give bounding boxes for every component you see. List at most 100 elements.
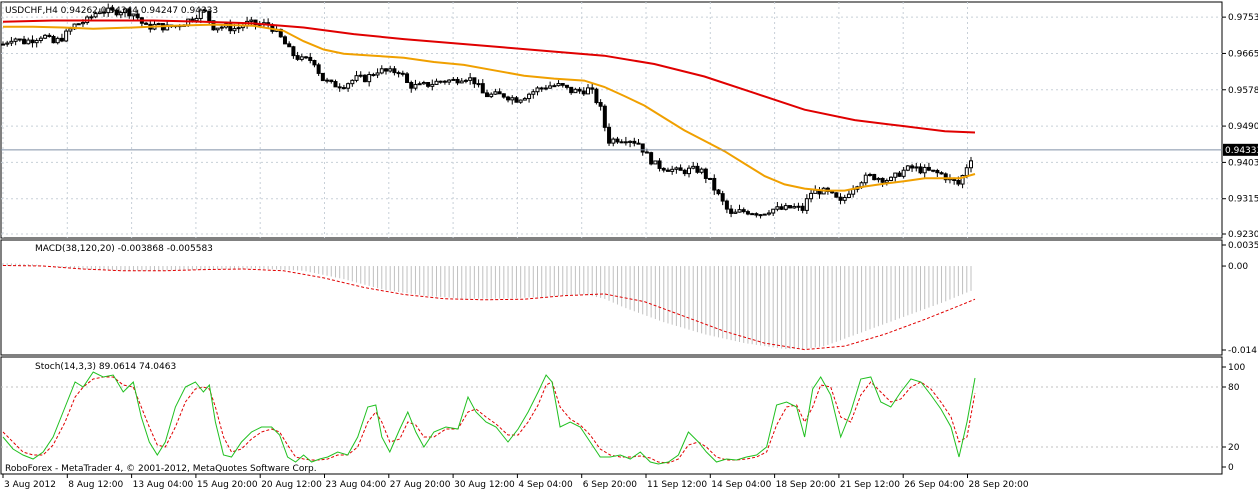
candle-body: [775, 206, 780, 210]
candle-body: [863, 174, 868, 184]
time-tick-label: 18 Sep 20:00: [776, 480, 836, 490]
candle-body: [661, 167, 666, 171]
candle-body: [5, 42, 10, 45]
candle-body: [569, 86, 574, 94]
candle-body: [320, 72, 325, 82]
candle-body: [543, 87, 548, 90]
candle-body: [880, 177, 885, 183]
candle-body: [295, 55, 300, 60]
candle-body: [392, 68, 397, 74]
candle-body: [459, 80, 464, 84]
candle-body: [190, 18, 195, 22]
candle-body: [872, 173, 877, 181]
candle-body: [623, 141, 628, 144]
candle-body: [232, 28, 237, 32]
candle-body: [135, 13, 140, 19]
time-tick-label: 8 Aug 12:00: [68, 480, 123, 490]
candle-body: [729, 208, 734, 214]
candle-body: [144, 22, 149, 25]
stochastic-panel[interactable]: 100 80 20 0 Stoch(14,3,3) 89.0614 74.0463 R…: [0, 356, 1245, 475]
candle-body: [501, 93, 506, 98]
candle-body: [26, 39, 31, 45]
macd-panel[interactable]: 0.00355 0.00 -0.01416 MACD(38,120,20) -0.0…: [0, 239, 1258, 356]
candle-body: [935, 170, 940, 174]
time-tick-label: 6 Sep 20:00: [583, 480, 638, 490]
candle-body: [447, 79, 452, 83]
candle-body: [922, 166, 927, 174]
candle-body: [13, 38, 18, 42]
candle-body: [43, 34, 48, 39]
candle-body: [712, 177, 717, 191]
candle-body: [943, 173, 948, 181]
candle-body: [968, 160, 973, 169]
candle-body: [76, 23, 81, 26]
stochastic-tick-label: 100: [1228, 363, 1245, 373]
candle-body: [889, 176, 894, 181]
candle-body: [451, 78, 456, 81]
stochastic-levels: [1, 386, 1222, 448]
time-tick-label: 14 Sep 04:00: [711, 480, 771, 490]
candle-body: [910, 165, 915, 169]
candle-body: [737, 209, 742, 213]
candle-body: [724, 200, 729, 210]
price-tick-label: 0.93155: [1228, 195, 1258, 205]
copyright-footer: RoboForex - MetaTrader 4, © 2001-2012, M…: [5, 464, 317, 474]
candle-body: [333, 81, 338, 88]
stochastic-panel-frame: [0, 356, 1223, 475]
candle-body: [598, 102, 603, 107]
candle-body: [236, 27, 241, 30]
candle-body: [9, 40, 14, 44]
candle-body: [118, 12, 123, 16]
candle-body: [468, 77, 473, 81]
candle-body: [939, 172, 944, 175]
candle-body: [38, 37, 43, 41]
candle-body: [131, 13, 136, 17]
candle-body: [691, 165, 696, 169]
candle-body: [619, 141, 624, 144]
candle-body: [207, 10, 212, 22]
candle-body: [484, 92, 489, 98]
candle-body: [97, 11, 102, 15]
time-tick-label: 27 Aug 20:00: [390, 480, 451, 490]
candle-body: [918, 166, 923, 174]
macd-title: MACD(38,120,20) -0.003868 -0.005583: [35, 244, 213, 254]
candle-body: [388, 68, 393, 72]
candle-body: [514, 97, 519, 103]
macd-panel-frame: [0, 239, 1223, 356]
candle-body: [678, 167, 683, 171]
candle-body: [607, 126, 612, 144]
macd-tick-label: 0.00: [1228, 262, 1248, 272]
candle-body: [379, 68, 384, 74]
candle-body: [312, 60, 317, 66]
macd-signal-line: [2, 265, 976, 351]
candle-body: [594, 88, 599, 104]
candle-body: [771, 208, 776, 214]
candle-body: [846, 193, 851, 198]
time-axis: 3 Aug 2012 8 Aug 12:00 13 Aug 04:00 15 Aug …: [2, 474, 1029, 490]
candle-body: [577, 88, 582, 92]
candle-body: [914, 166, 919, 169]
candle-body: [703, 168, 708, 179]
candle-body: [506, 96, 511, 101]
candle-body: [413, 83, 418, 89]
current-price-label: 0.94333: [1225, 146, 1258, 156]
candle-body: [590, 87, 595, 90]
stochastic-signal-line: [2, 376, 976, 464]
candle-body: [644, 151, 649, 154]
candle-body: [114, 9, 119, 16]
candle-body: [842, 196, 847, 201]
candle-body: [687, 167, 692, 175]
candle-body: [931, 169, 936, 172]
time-tick-label: 3 Aug 2012: [4, 480, 56, 490]
candle-body: [341, 87, 346, 90]
candle-body: [653, 160, 658, 165]
candle-body: [539, 87, 544, 90]
candle-body: [531, 91, 536, 95]
candle-body: [165, 24, 170, 31]
candle-body: [396, 72, 401, 75]
